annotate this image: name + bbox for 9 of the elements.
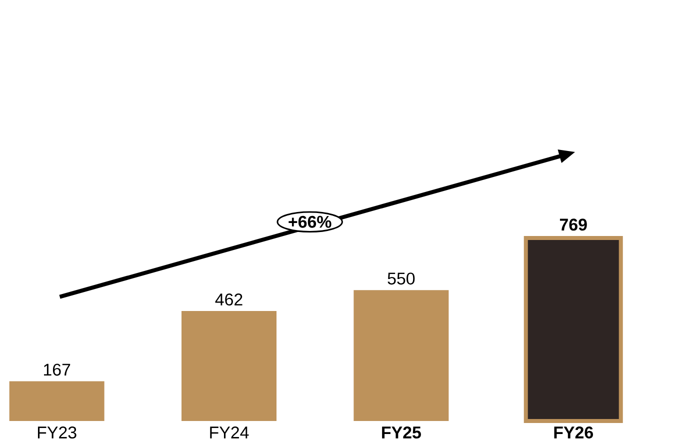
data-label: 167 xyxy=(44,364,70,376)
x-tick-label: FY23 xyxy=(38,426,76,439)
x-tick-label: FY26 xyxy=(554,426,593,439)
text: +66% xyxy=(288,216,332,228)
data-label: 550 xyxy=(388,272,415,285)
x-tick-label: FY25 xyxy=(382,426,421,439)
data-label: 462 xyxy=(215,294,242,306)
data-label: 769 xyxy=(560,218,587,231)
x-tick-label: FY24 xyxy=(210,426,249,438)
